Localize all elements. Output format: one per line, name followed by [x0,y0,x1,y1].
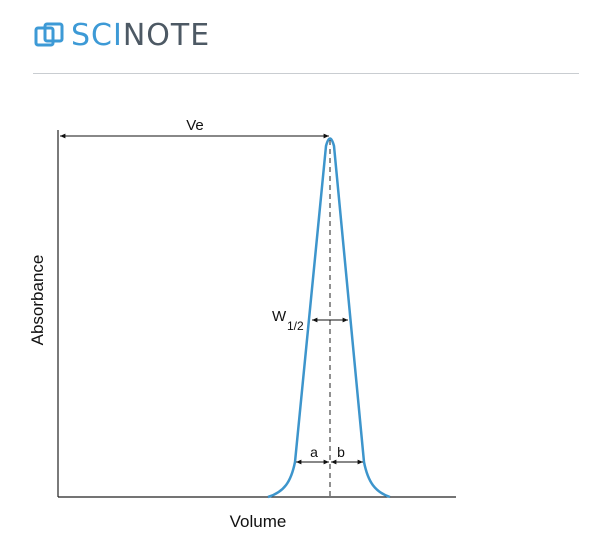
ve-label: Ve [186,117,204,134]
half-width-subscript: 1/2 [287,319,304,333]
half-width-label: W [272,308,287,325]
brand-name-sci: SCI [71,18,123,53]
right-half-label: b [337,444,345,460]
overlapping-squares-icon [34,22,64,47]
brand-name: SCINOTE [71,18,210,54]
x-axis-label: Volume [230,512,287,531]
header-divider [33,73,579,74]
left-half-label: a [310,444,318,460]
elution-peak-curve [267,137,391,499]
brand-name-note: NOTE [122,18,211,53]
y-axis-label: Absorbance [28,255,47,346]
brand-header: SCINOTE [33,18,210,54]
